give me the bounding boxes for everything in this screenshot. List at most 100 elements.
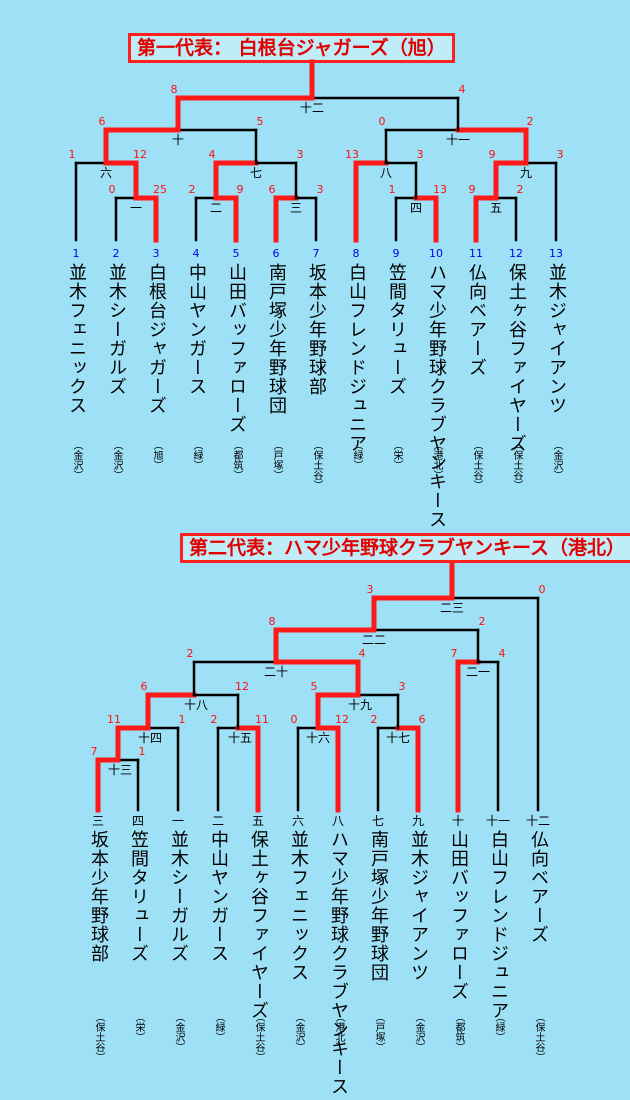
team-seed-label: 十: [451, 814, 464, 828]
team-name: ハマ少年野球クラブヤンキース: [328, 830, 349, 1096]
team-region: （緑）: [213, 1012, 224, 1042]
m5-score-left: 9: [469, 183, 476, 196]
team-number: 10: [429, 247, 443, 260]
section2-title: 第二代表：ハマ少年野球クラブヤンキース（港北）: [180, 533, 630, 563]
section1-team-7: 8 白山フレンドジュニア （緑）: [344, 245, 368, 470]
team-region: （保土谷）: [93, 1012, 104, 1062]
team-number: 4: [192, 247, 200, 260]
match-label-1: 一: [130, 201, 142, 215]
section1-team-0: 1 並木フェニックス （金沢）: [64, 245, 88, 480]
team-name: 坂本少年野球部: [306, 263, 327, 396]
m17-score-left: 2: [371, 713, 378, 726]
team-name: 並木ジャイアンツ: [408, 830, 429, 982]
team-region: （戸塚）: [271, 440, 282, 480]
team-region: （栄）: [391, 440, 402, 470]
team-region: （港北）: [333, 1012, 344, 1052]
match-label-19: 十九: [348, 698, 372, 712]
m19-score-right: 3: [399, 680, 406, 693]
team-region: （港北）: [431, 440, 442, 480]
match-label-21: 二一: [466, 665, 490, 679]
team-name: 南戸塚少年野球団: [368, 830, 389, 982]
section2-team-8: 九並木ジャイアンツ （金沢）: [406, 812, 430, 1052]
team-number: 11: [469, 247, 483, 260]
match-label-4: 四: [410, 201, 422, 215]
match-label-5: 五: [490, 201, 502, 215]
team-region: （栄）: [133, 1012, 144, 1042]
m1-score-right: 25: [153, 183, 167, 196]
m14-score-left: 11: [107, 713, 121, 726]
team-name: 並木シーガルズ: [106, 263, 127, 396]
section2-team-7: 七南戸塚少年野球団 （戸塚）: [366, 812, 390, 1052]
section1-team-4: 5 山田バッファローズ （都筑）: [224, 245, 248, 480]
m1-score-left: 0: [109, 183, 116, 196]
team-region: （戸塚）: [373, 1012, 384, 1052]
m9-score-right: 3: [557, 148, 564, 161]
m2-score-right: 9: [237, 183, 244, 196]
m20-score-left: 2: [187, 647, 194, 660]
m7-score-right: 3: [297, 148, 304, 161]
section2-team-9: 十山田バッファローズ （都筑）: [446, 812, 470, 1052]
m2-score-left: 2: [189, 183, 196, 196]
team-name: 保土ヶ谷ファイヤーズ: [506, 263, 527, 453]
m22-score-right: 2: [479, 615, 486, 628]
match-label-18: 十八: [184, 698, 208, 712]
m18-score-right: 12: [235, 680, 249, 693]
section1-team-8: 9 笠間タリューズ （栄）: [384, 245, 408, 470]
m23-score-right: 0: [539, 583, 546, 596]
section2-team-6: 八ハマ少年野球クラブヤンキース （港北）: [326, 812, 350, 1096]
team-seed-label: 一: [171, 814, 184, 828]
m6-score-left: 1: [69, 148, 76, 161]
team-region: （都筑）: [453, 1012, 464, 1052]
section1-team-9: 10 ハマ少年野球クラブヤンキース （港北）: [424, 245, 448, 529]
m23-score-left: 3: [367, 583, 374, 596]
m16-score-left: 0: [291, 713, 298, 726]
team-name: 保土ヶ谷ファイヤーズ: [248, 830, 269, 1020]
m9-score-left: 9: [489, 148, 496, 161]
team-seed-label: 十二: [526, 814, 551, 828]
team-number: 9: [392, 247, 400, 260]
section1-title: 第一代表： 白根台ジャガーズ（旭）: [128, 33, 455, 63]
team-seed-label: 四: [131, 814, 144, 828]
team-name: 並木フェニックス: [66, 263, 87, 415]
section2-team-11: 十二仏向ベアーズ （保土谷）: [526, 812, 551, 1062]
m10-score-left: 6: [99, 115, 106, 128]
team-number: 13: [549, 247, 563, 260]
match-label-13: 十三: [108, 763, 132, 777]
section1-team-2: 3 白根台ジャガーズ （旭）: [144, 245, 168, 470]
team-name: 笠間タリューズ: [128, 830, 149, 963]
team-seed-label: 十一: [486, 814, 511, 828]
team-region: （保土谷）: [253, 1012, 264, 1062]
match-label-14: 十四: [138, 731, 162, 745]
team-region: （旭）: [151, 440, 162, 470]
section2-team-10: 十一 白山フレンドジュニア （緑）: [486, 812, 511, 1042]
team-region: （保土谷）: [533, 1012, 544, 1062]
team-number: 1: [72, 247, 80, 260]
match-label-6: 六: [100, 166, 112, 180]
match-label-22: 二二: [362, 633, 386, 647]
team-name: 中山ヤンガース: [186, 263, 207, 396]
team-region: （都筑）: [231, 440, 242, 480]
team-region: （金沢）: [413, 1012, 424, 1052]
m15-score-left: 2: [211, 713, 218, 726]
team-name: 山田バッファローズ: [226, 263, 247, 434]
team-name: 山田バッファローズ: [448, 830, 469, 1001]
section2-team-3: 二中山ヤンガース （緑）: [206, 812, 230, 1042]
m19-score-left: 5: [311, 680, 318, 693]
m14-score-right: 1: [179, 713, 186, 726]
m12-score-left: 8: [171, 83, 178, 96]
team-name: ハマ少年野球クラブヤンキース: [426, 263, 447, 529]
match-label-3: 三: [290, 201, 302, 215]
section1-team-11: 12 保土ヶ谷ファイヤーズ （保土谷）: [504, 245, 528, 490]
section2-team-5: 六並木フェニックス （金沢）: [286, 812, 310, 1052]
team-name: 仏向ベアーズ: [528, 830, 549, 944]
section1-team-6: 7 坂本少年野球部 （保土谷）: [304, 245, 328, 490]
team-name: 白根台ジャガーズ: [146, 263, 167, 415]
section2-team-1: 四笠間タリューズ （栄）: [126, 812, 150, 1042]
m16-score-right: 12: [335, 713, 349, 726]
team-seed-label: 二: [211, 814, 224, 828]
team-region: （金沢）: [293, 1012, 304, 1052]
m22-score-left: 8: [269, 615, 276, 628]
match-label-2: 二: [210, 201, 222, 215]
m13-score-right: 1: [139, 745, 146, 758]
